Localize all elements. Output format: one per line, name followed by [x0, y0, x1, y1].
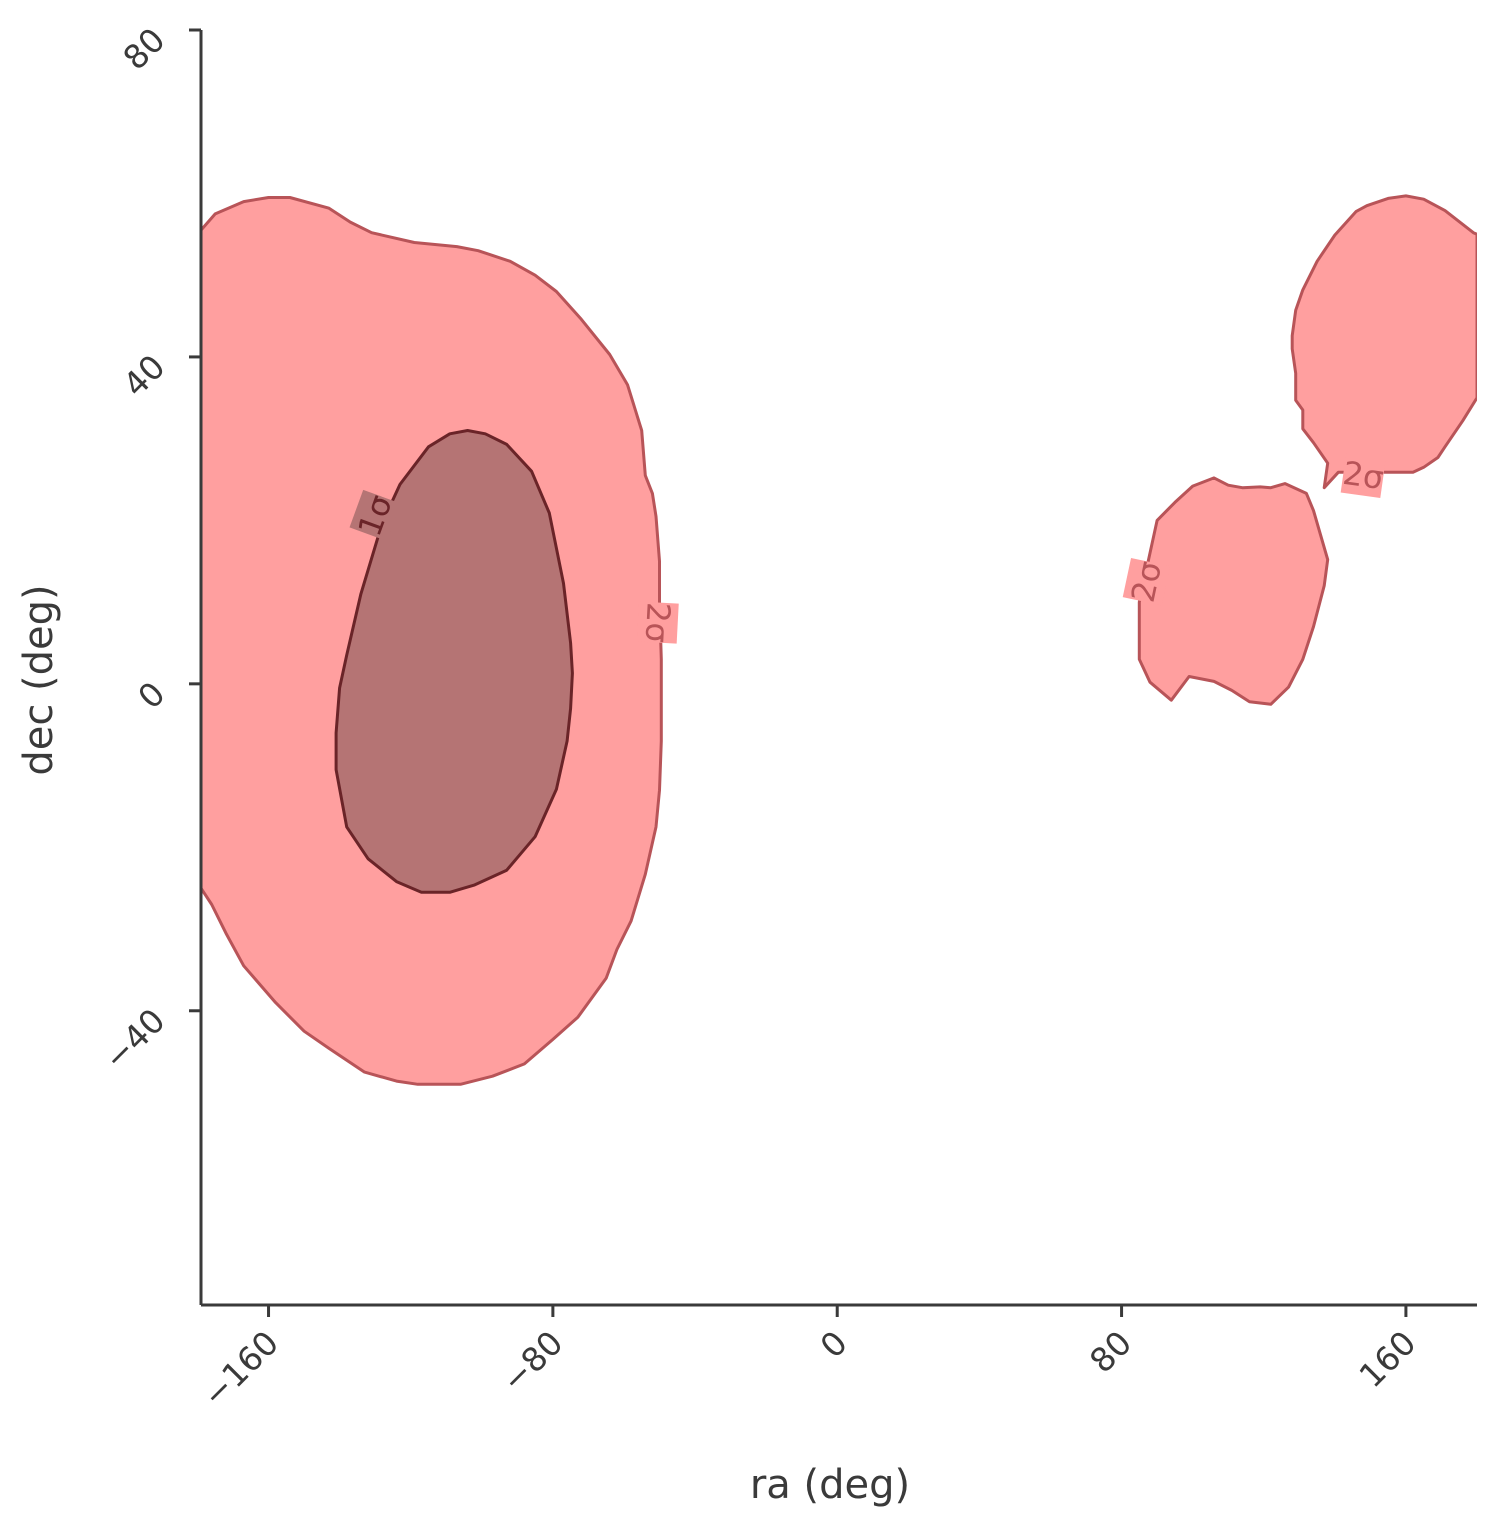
contour-label-background: [636, 601, 679, 644]
contour-label-2: 2σ: [1124, 558, 1170, 606]
x-axis-label: ra (deg): [750, 1462, 910, 1508]
x-tick-label: −160: [195, 1323, 287, 1415]
y-tick-label: 40: [115, 347, 172, 404]
y-tick-label: 0: [130, 674, 172, 716]
contour-regions: [201, 194, 1477, 1086]
x-tick-label: −80: [494, 1323, 571, 1400]
y-axis-label: dec (deg): [16, 584, 62, 775]
contour-label-background: [1122, 557, 1171, 606]
contour-label-1: 2σ: [638, 601, 678, 644]
y-ticks: 80 40 0 −40: [96, 20, 201, 1078]
contour-label-background: [349, 489, 401, 542]
x-tick-label: 0: [812, 1323, 854, 1365]
contour-label-3: 2σ: [1340, 454, 1386, 497]
x-tick-label: 80: [1082, 1323, 1139, 1380]
x-tick-label: 160: [1351, 1323, 1423, 1395]
y-tick-label: −40: [96, 1001, 173, 1078]
x-ticks: −160 −80 0 80 160: [195, 1305, 1424, 1415]
contour-label-background: [1340, 452, 1386, 499]
contour-region-two-sigma-3: [1137, 476, 1330, 706]
contour-region-one-sigma-1: [334, 429, 574, 894]
y-tick-label: 80: [115, 20, 172, 77]
contour-region-two-sigma-2: [1290, 194, 1477, 490]
